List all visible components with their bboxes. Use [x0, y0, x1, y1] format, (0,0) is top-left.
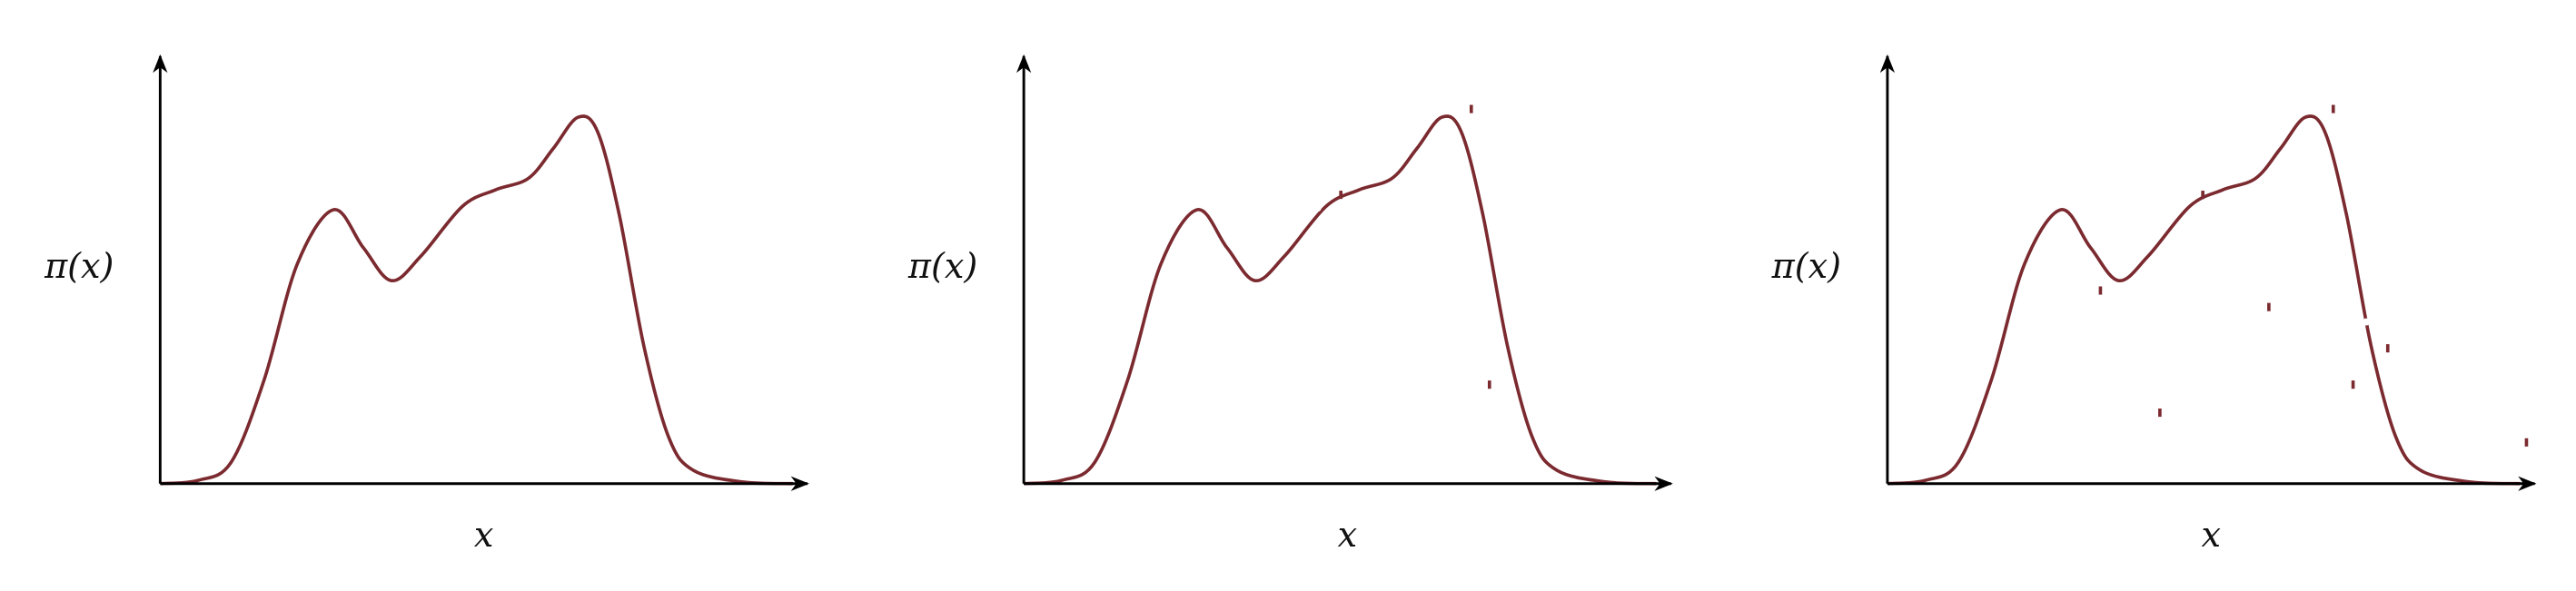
- panel: π(x) x: [44, 54, 810, 556]
- curve-gap: [2214, 171, 2222, 179]
- y-axis-label: π(x): [44, 247, 114, 287]
- curve-gap: [2002, 372, 2010, 380]
- density-curve: [1887, 114, 2521, 486]
- curve-gap: [1313, 204, 1322, 212]
- density-curve: [160, 114, 793, 486]
- curve-gap: [2230, 161, 2238, 169]
- panel: π(x) x: [907, 54, 1673, 556]
- x-axis-label: x: [1338, 516, 1358, 556]
- curve-gap: [1176, 211, 1184, 219]
- panel: π(x) x: [1771, 54, 2537, 556]
- x-axis-label: x: [474, 516, 494, 556]
- x-axis-label: x: [2201, 516, 2221, 556]
- curve-gap: [2363, 318, 2371, 326]
- y-axis-label: π(x): [1771, 247, 1841, 287]
- density-curve: [1023, 114, 1657, 486]
- y-axis-label: π(x): [907, 247, 977, 287]
